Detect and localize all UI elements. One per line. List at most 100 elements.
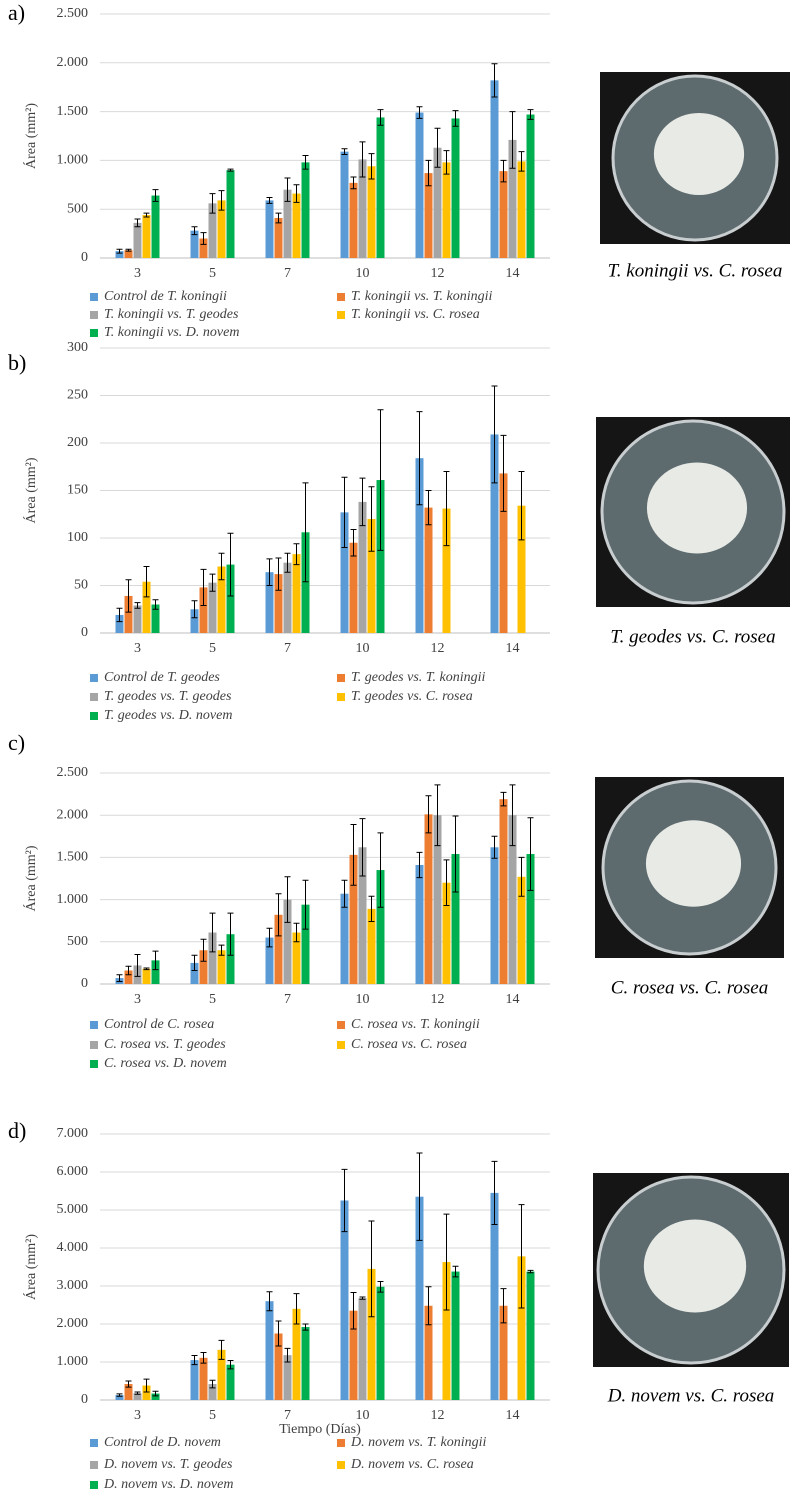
error-bar bbox=[293, 922, 300, 943]
x-tick-label: 10 bbox=[356, 1408, 370, 1423]
legend-swatch bbox=[90, 712, 98, 720]
error-bar bbox=[416, 106, 423, 119]
error-bar bbox=[377, 1280, 384, 1293]
error-bar bbox=[302, 155, 309, 170]
bar bbox=[442, 508, 451, 633]
error-bar bbox=[500, 434, 507, 512]
x-tick-label: 10 bbox=[356, 992, 370, 1007]
image-caption: T. geodes vs. C. rosea bbox=[610, 626, 775, 647]
bar bbox=[217, 200, 226, 258]
bar bbox=[301, 1327, 310, 1400]
error-bar bbox=[116, 248, 123, 254]
bar bbox=[208, 932, 217, 984]
x-tick-label: 12 bbox=[431, 1408, 445, 1423]
bar bbox=[226, 934, 235, 984]
bar bbox=[115, 614, 124, 633]
error-bar bbox=[209, 1379, 216, 1389]
bar bbox=[433, 147, 442, 258]
error-bar bbox=[152, 950, 159, 971]
bar bbox=[124, 595, 133, 633]
legend-swatch bbox=[337, 1439, 345, 1447]
y-tick-label: 250 bbox=[67, 388, 88, 403]
error-bar bbox=[500, 791, 507, 807]
legend-label: T. koningii vs. D. novem bbox=[104, 325, 239, 340]
legend-label: D. novem vs. T. koningii bbox=[350, 1435, 487, 1450]
error-bar bbox=[143, 212, 150, 218]
bar bbox=[283, 562, 292, 633]
y-tick-label: 500 bbox=[67, 934, 88, 949]
bar bbox=[292, 193, 301, 258]
bar bbox=[190, 962, 199, 984]
error-bar bbox=[125, 579, 132, 613]
bar bbox=[340, 512, 349, 633]
bar bbox=[349, 542, 358, 633]
error-bar bbox=[191, 226, 198, 236]
error-bar bbox=[377, 109, 384, 126]
error-bar bbox=[416, 851, 423, 879]
error-bar bbox=[368, 895, 375, 923]
legend-label: T. geodes vs. T. geodes bbox=[104, 689, 232, 704]
error-bar bbox=[341, 1168, 348, 1233]
bar bbox=[199, 950, 208, 984]
bar bbox=[376, 870, 385, 984]
bar bbox=[442, 882, 451, 984]
bar bbox=[226, 1364, 235, 1400]
bar bbox=[190, 1360, 199, 1400]
legend-label: D. novem vs. D. novem bbox=[103, 1477, 233, 1492]
legend-label: D. novem vs. T. geodes bbox=[103, 1457, 233, 1472]
bar bbox=[490, 80, 499, 258]
error-bar bbox=[500, 1288, 507, 1324]
bar bbox=[415, 112, 424, 259]
error-bar bbox=[377, 409, 384, 551]
x-tick-label: 7 bbox=[284, 1408, 291, 1423]
x-tick-label: 3 bbox=[134, 1408, 141, 1423]
bar bbox=[376, 1286, 385, 1400]
error-bar bbox=[191, 954, 198, 971]
legend-swatch bbox=[90, 1021, 98, 1029]
y-tick-label: 3.000 bbox=[57, 1278, 89, 1293]
bar bbox=[340, 151, 349, 258]
x-tick-label: 14 bbox=[506, 266, 520, 281]
y-axis-label: Área (mm²) bbox=[22, 457, 39, 523]
bar bbox=[124, 970, 133, 984]
bar bbox=[199, 587, 208, 633]
legend-swatch bbox=[90, 1439, 98, 1447]
error-bar bbox=[152, 189, 159, 202]
bar bbox=[265, 572, 274, 633]
bar bbox=[517, 1256, 526, 1400]
colony bbox=[653, 113, 745, 195]
error-bar bbox=[341, 476, 348, 548]
y-tick-label: 150 bbox=[67, 483, 88, 498]
panel-label: a) bbox=[8, 0, 25, 25]
image-caption: T. koningii vs. C. rosea bbox=[608, 260, 783, 281]
legend-swatch bbox=[90, 674, 98, 682]
error-bar bbox=[509, 111, 516, 169]
error-bar bbox=[116, 1393, 123, 1397]
error-bar bbox=[491, 385, 498, 484]
bar bbox=[490, 434, 499, 633]
error-bar bbox=[143, 1378, 150, 1393]
legend-label: T. koningii vs. T. koningii bbox=[351, 289, 493, 304]
error-bar bbox=[443, 1213, 450, 1311]
x-tick-label: 3 bbox=[134, 266, 141, 281]
legend-swatch bbox=[90, 1481, 98, 1489]
x-tick-label: 5 bbox=[209, 641, 216, 656]
x-tick-label: 14 bbox=[506, 992, 520, 1007]
error-bar bbox=[518, 1204, 525, 1309]
bar bbox=[358, 159, 367, 258]
bar bbox=[115, 1395, 124, 1400]
error-bar bbox=[518, 471, 525, 541]
bar bbox=[151, 1393, 160, 1400]
legend-swatch bbox=[90, 693, 98, 701]
error-bar bbox=[143, 967, 150, 971]
bar bbox=[199, 1357, 208, 1400]
error-bar bbox=[443, 150, 450, 175]
error-bar bbox=[359, 1296, 366, 1300]
x-tick-label: 10 bbox=[356, 641, 370, 656]
error-bar bbox=[218, 552, 225, 581]
bar bbox=[367, 908, 376, 984]
error-bar bbox=[302, 1323, 309, 1331]
y-tick-label: 50 bbox=[74, 578, 88, 593]
bar bbox=[265, 200, 274, 258]
y-tick-label: 2.000 bbox=[57, 807, 89, 822]
